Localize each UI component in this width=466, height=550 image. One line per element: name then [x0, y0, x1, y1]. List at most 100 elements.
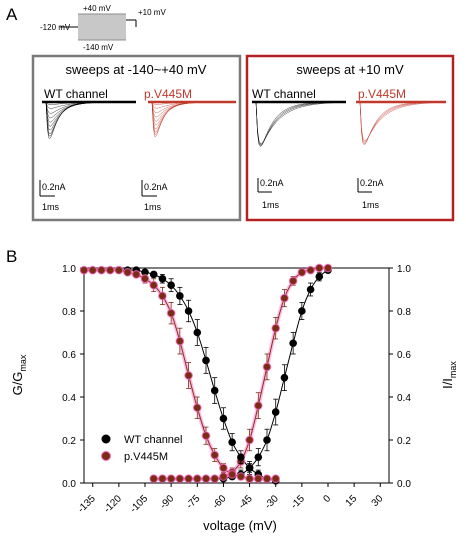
single-sweep-traces: [252, 100, 446, 147]
mut-inactivation-point: [123, 267, 132, 277]
y-right-tick-label: 0.8: [397, 307, 411, 318]
wt-sweep-trace-8: [45, 101, 136, 137]
mut-inactivation-point: [219, 463, 228, 473]
scale-mut-time-left: 1ms: [144, 202, 162, 212]
sweeps-test-title: sweeps at +10 mV: [296, 62, 404, 77]
mut-activation-point: [253, 401, 263, 411]
protocol-hold-label: -120 mV: [40, 23, 71, 32]
mut-test-trace-2: [359, 101, 446, 145]
y-left-label: G/Gmax: [10, 354, 28, 395]
sweeps-test-box: [245, 54, 455, 222]
wt-sweep-trace-5: [45, 101, 136, 127]
wt-trace-label: WT channel: [44, 87, 108, 101]
mut-sweep-trace-9: [151, 101, 236, 138]
mut-inactivation-point: [131, 270, 141, 279]
x-axis-label: voltage (mV): [203, 518, 277, 533]
wt-inactivation-point: [184, 307, 193, 315]
wt-activation-point: [271, 408, 280, 416]
mut-test-trace-0: [359, 101, 446, 142]
wt-inactivation-point: [149, 270, 158, 279]
wt-activation-point: [298, 307, 306, 315]
mut-inactivation-point: [114, 265, 124, 275]
mut-inactivation-point: [271, 474, 281, 484]
x-tick-label: -45: [237, 493, 255, 511]
mut-activation-point: [262, 362, 272, 372]
mut-inactivation-point: [97, 265, 106, 275]
wt-inactivation-point: [210, 386, 219, 395]
scale-bar-mut-right: [357, 178, 372, 193]
y-left-tick-label: 0.2: [62, 436, 76, 447]
x-tick-label: 30: [370, 493, 386, 509]
sweep-traces-family: [42, 100, 236, 139]
mut-inactivation-point: [184, 371, 193, 380]
mut-activation-point: [210, 474, 220, 484]
mut-inactivation-point: [201, 431, 211, 441]
wt-test-trace-0: [255, 101, 347, 145]
wt-inactivation-point: [176, 292, 184, 300]
mut-activation-point: [219, 472, 228, 481]
wt-trace-label-right: WT channel: [252, 87, 316, 101]
legend-mut-label: p.V445M: [124, 451, 168, 463]
wt-activation-point: [263, 436, 271, 444]
wt-activation-point: [254, 453, 263, 462]
y-right-tick-label: 0.0: [397, 479, 411, 490]
mut-inactivation-point: [79, 265, 89, 275]
wt-test-trace-2: [255, 101, 347, 147]
wt-activation-point: [280, 373, 289, 382]
scale-mut-time-right: 1ms: [362, 200, 380, 210]
protocol-bottom-label: -140 mV: [83, 43, 114, 52]
mut-inactivation-point: [253, 474, 263, 484]
x-tick-label: -120: [102, 493, 124, 515]
y-left-tick-label: 0.8: [62, 307, 76, 318]
wt-sweep-trace-7: [45, 101, 136, 134]
wt-sweep-trace-9: [45, 101, 136, 139]
wt-inactivation-point: [245, 464, 254, 472]
mut-sweep-trace-8: [151, 101, 236, 135]
mut-activation-point: [280, 293, 289, 303]
mut-trace-label: p.V445M: [144, 87, 192, 101]
panel-b-label: B: [6, 247, 17, 266]
wt-activation-point: [306, 285, 315, 294]
mut-activation-point: [245, 435, 254, 445]
mut-inactivation-point: [236, 472, 246, 481]
mut-activation-point: [323, 263, 333, 273]
wt-test-trace-3: [255, 101, 346, 147]
scale-bar-wt-left: [39, 180, 55, 197]
mut-inactivation-point: [227, 470, 237, 479]
scale-wt-current-left: 0.2nA: [42, 182, 66, 192]
mut-activation-point: [271, 323, 281, 333]
mut-inactivation-point: [158, 291, 167, 301]
mut-inactivation-point: [210, 450, 220, 460]
y-left-tick-label: 1.0: [62, 264, 76, 275]
mut-activation-point: [297, 267, 307, 277]
legend-wt-marker: [101, 434, 111, 444]
y-left-tick-label: 0.6: [62, 350, 76, 361]
wt-activation-point: [289, 339, 297, 348]
mut-sweep-trace-4: [151, 101, 236, 122]
x-tick-label: -135: [76, 493, 98, 515]
sweeps-range-title: sweeps at -140~+40 mV: [66, 62, 207, 77]
x-tick-label: 0: [321, 493, 333, 505]
x-tick-label: -75: [184, 493, 202, 511]
y-left-tick-label: 0.4: [62, 393, 76, 404]
legend: WT channel p.V445M: [100, 434, 183, 463]
mut-activation-point: [149, 474, 159, 484]
protocol-step-block: [78, 14, 126, 40]
y-right-label: I/Imax: [440, 361, 458, 389]
legend-wt-label: WT channel: [124, 434, 183, 446]
mut-test-trace-1: [359, 101, 446, 143]
mut-activation-point: [314, 263, 324, 273]
mut-inactivation-point: [245, 474, 254, 484]
mut-activation-point: [166, 474, 176, 484]
mut-activation-point: [184, 474, 193, 484]
mut-inactivation-point: [105, 265, 115, 275]
wt-inactivation-point: [193, 328, 202, 337]
mut-inactivation-point: [175, 336, 185, 346]
scale-bar-mut-left: [141, 180, 157, 197]
mut-inactivation-point: [192, 403, 202, 413]
mut-inactivation-point: [262, 474, 272, 484]
sweeps-range-box: [31, 54, 242, 222]
wt-test-trace-1: [255, 101, 347, 146]
x-tick-label: -90: [158, 493, 176, 511]
